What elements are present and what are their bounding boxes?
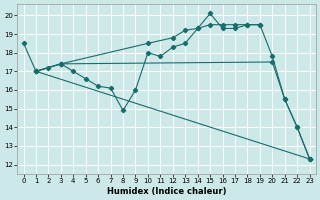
X-axis label: Humidex (Indice chaleur): Humidex (Indice chaleur)	[107, 187, 226, 196]
